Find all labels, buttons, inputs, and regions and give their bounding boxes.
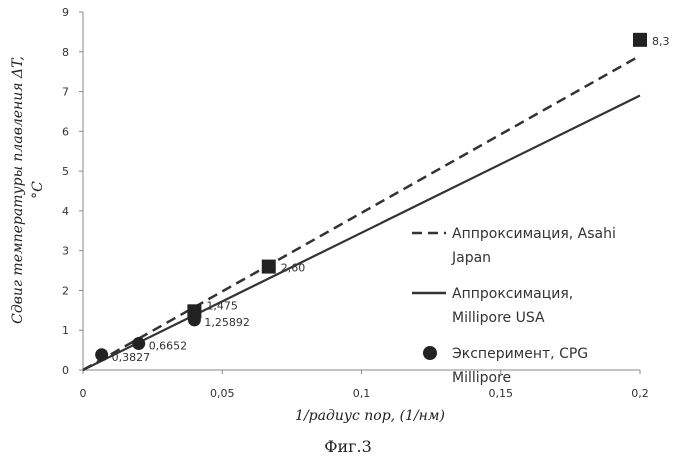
data-label: 0,6652 xyxy=(149,340,188,353)
y-tick-label: 6 xyxy=(62,125,69,138)
legend-entry-label: Эксперимент, CPG xyxy=(452,346,588,362)
data-label: 0,3827 xyxy=(112,351,151,364)
figure-caption: Фиг.3 xyxy=(324,437,372,456)
data-point-square xyxy=(633,33,647,47)
legend-swatch-circle xyxy=(423,346,437,360)
legend-entry-label: Аппроксимация, Asahi xyxy=(452,226,616,242)
data-point-circle xyxy=(132,337,145,350)
legend-entry-label: Japan xyxy=(451,250,491,266)
data-point-square xyxy=(262,260,276,274)
data-label: 2,60 xyxy=(281,262,306,275)
x-tick-label: 0,1 xyxy=(353,387,371,400)
y-axis-title-line2: °C xyxy=(30,181,46,199)
y-tick-label: 5 xyxy=(62,165,69,178)
y-tick-label: 1 xyxy=(62,324,69,337)
data-label: 8,3 xyxy=(652,35,670,48)
legend-entry-label: Millipore xyxy=(452,370,511,386)
x-tick-label: 0,15 xyxy=(489,387,514,400)
data-point-circle xyxy=(95,348,108,361)
x-tick-label: 0 xyxy=(80,387,87,400)
y-axis-title-line1: Сдвиг температуры плавления ΔT, xyxy=(10,56,26,324)
x-axis-ticks: 0 0,05 0,1 0,15 0,2 xyxy=(80,370,649,400)
x-tick-label: 0,2 xyxy=(631,387,649,400)
legend-entry-label: Millipore USA xyxy=(452,310,545,326)
data-point-square xyxy=(187,304,201,318)
x-tick-label: 0,05 xyxy=(210,387,235,400)
y-tick-label: 8 xyxy=(62,46,69,59)
y-tick-label: 0 xyxy=(62,364,69,377)
series-lines xyxy=(83,56,640,370)
legend-entry-label: Аппроксимация, xyxy=(452,286,573,302)
y-tick-label: 3 xyxy=(62,245,69,258)
data-label: 1,475 xyxy=(206,299,238,312)
y-tick-label: 2 xyxy=(62,284,69,297)
y-tick-label: 9 xyxy=(62,6,69,19)
axes xyxy=(83,12,640,370)
y-tick-label: 7 xyxy=(62,86,69,99)
data-label: 1,25892 xyxy=(204,316,250,329)
series-line-0 xyxy=(83,56,640,370)
x-axis-title: 1/радиус пор, (1/нм) xyxy=(295,408,445,424)
y-tick-label: 4 xyxy=(62,205,69,218)
y-axis-ticks: 0 1 2 3 4 5 6 7 8 9 xyxy=(62,6,83,377)
data-markers xyxy=(95,33,647,361)
legend: Аппроксимация, Asahi Japan Аппроксимация, M… xyxy=(412,226,616,386)
